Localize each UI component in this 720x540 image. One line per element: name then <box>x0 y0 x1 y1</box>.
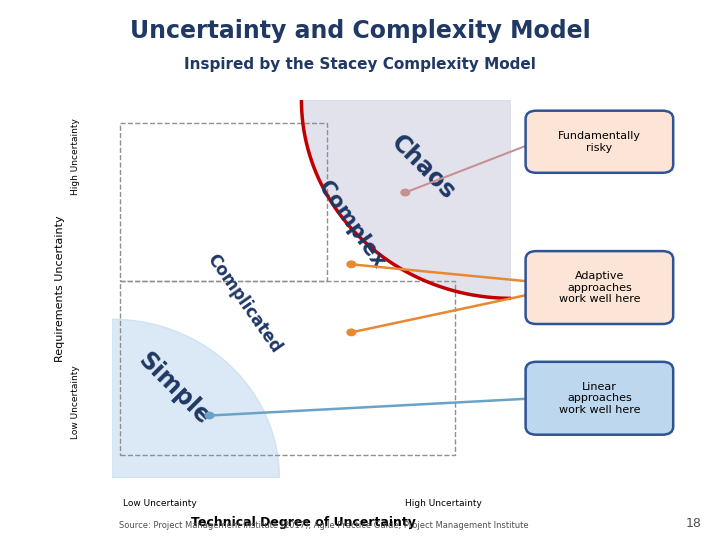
Text: Source: Project Management Institute (2017), Agile Practice Guide, Project Manag: Source: Project Management Institute (20… <box>120 521 528 530</box>
Text: High Uncertainty: High Uncertainty <box>71 118 80 195</box>
Polygon shape <box>302 100 511 299</box>
Text: Simple: Simple <box>132 348 215 430</box>
Bar <box>120 281 455 455</box>
Text: Adaptive
approaches
work well here: Adaptive approaches work well here <box>559 271 640 304</box>
Text: Technical Degree of Uncertainty: Technical Degree of Uncertainty <box>191 516 416 529</box>
Text: Complex: Complex <box>314 178 389 272</box>
Text: Inspired by the Stacey Complexity Model: Inspired by the Stacey Complexity Model <box>184 57 536 72</box>
Text: Uncertainty and Complexity Model: Uncertainty and Complexity Model <box>130 19 590 43</box>
Text: Linear
approaches
work well here: Linear approaches work well here <box>559 382 640 415</box>
Text: 18: 18 <box>686 517 702 530</box>
Text: Chaos: Chaos <box>387 131 460 205</box>
Text: Fundamentally
risky: Fundamentally risky <box>558 131 641 153</box>
Text: High Uncertainty: High Uncertainty <box>405 499 482 508</box>
Text: Complicated: Complicated <box>203 251 284 357</box>
Bar <box>120 123 328 281</box>
Polygon shape <box>112 319 279 478</box>
Text: Low Uncertainty: Low Uncertainty <box>122 499 197 508</box>
Text: Low Uncertainty: Low Uncertainty <box>71 366 80 439</box>
Text: Requirements Uncertainty: Requirements Uncertainty <box>55 215 65 362</box>
